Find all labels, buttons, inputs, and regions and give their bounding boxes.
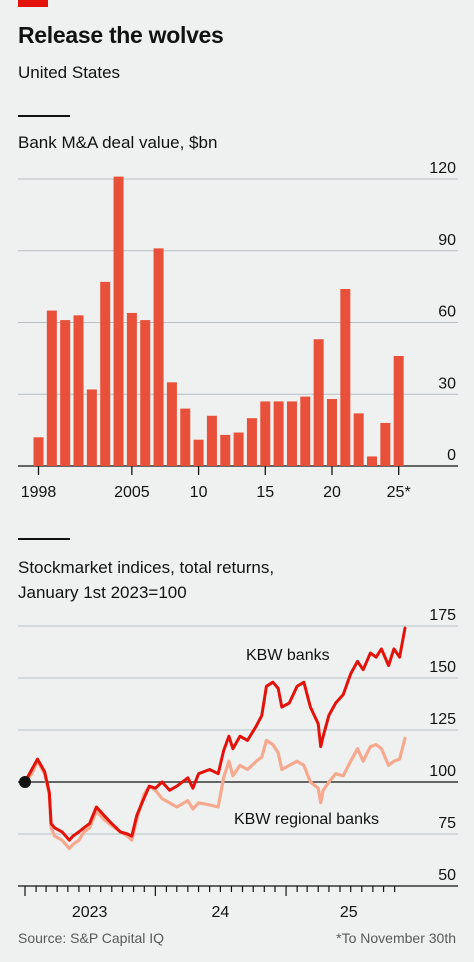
bar (313, 339, 324, 466)
bar (33, 437, 44, 466)
y-tick-label: 150 (429, 659, 456, 676)
bar (206, 415, 217, 466)
series-line-kbw-regional-banks (23, 736, 407, 851)
annotation-kbw-regional-banks: KBW regional banks (234, 811, 379, 828)
bar (260, 401, 271, 466)
y-tick-label: 50 (438, 867, 456, 884)
chart2-title-line1: Stockmarket indices, total returns, (18, 558, 275, 577)
bar (380, 422, 391, 466)
y-tick-label: 100 (429, 763, 456, 780)
y-tick-label: 175 (429, 607, 456, 624)
bar (113, 176, 124, 466)
bar (220, 434, 231, 466)
bar (140, 320, 151, 466)
x-tick-label: 10 (190, 484, 208, 501)
x-tick-label: 2023 (72, 904, 108, 921)
chart2-title-line2: January 1st 2023=100 (18, 583, 187, 602)
line-chart-x-axis: 2023 24 25 (24, 886, 396, 921)
footnote: *To November 30th (336, 930, 456, 946)
bar (193, 439, 204, 466)
bar-chart-bars (33, 176, 404, 466)
start-point-marker (19, 776, 31, 788)
x-tick-label: 15 (256, 484, 274, 501)
bar (340, 289, 351, 466)
y-tick-label: 120 (429, 160, 456, 177)
page-subtitle: United States (18, 63, 121, 82)
y-tick-label: 125 (429, 711, 456, 728)
chart1-title: Bank M&A deal value, $bn (18, 133, 218, 152)
x-tick-label: 25 (340, 904, 358, 921)
x-tick-label: 20 (323, 484, 341, 501)
y-tick-label: 90 (438, 232, 456, 249)
x-tick-label: 2005 (114, 484, 150, 501)
bar (46, 310, 57, 466)
bar (393, 355, 404, 466)
bar (286, 401, 297, 466)
bar (273, 401, 284, 466)
source-note: Source: S&P Capital IQ (18, 930, 165, 946)
bar (166, 382, 177, 466)
series-line-kbw-banks (23, 626, 407, 842)
bar (246, 418, 257, 466)
bar (326, 399, 337, 466)
bar (60, 320, 71, 466)
line-chart-y-labels: 50 75 100 125 150 175 (429, 607, 456, 884)
y-tick-label: 60 (438, 304, 456, 321)
line-chart: 50 75 100 125 150 175 KBW banks KBW regional b… (18, 607, 458, 921)
line-chart-gridlines (18, 625, 458, 887)
bar (126, 312, 137, 466)
bar-chart-y-labels: 0 30 60 90 120 (429, 160, 456, 464)
bar (86, 389, 97, 466)
bar (233, 432, 244, 466)
accent-bar (18, 0, 48, 7)
bar-chart-x-axis: 1998 2005 10 15 20 25* (21, 466, 411, 501)
bar (73, 315, 84, 466)
y-tick-label: 75 (438, 815, 456, 832)
bar (353, 413, 364, 466)
bar (100, 281, 111, 466)
section-rule (18, 115, 70, 117)
bar (367, 456, 377, 466)
line-chart-lines (19, 626, 407, 851)
bar (300, 396, 311, 466)
page-title: Release the wolves (18, 22, 224, 48)
y-tick-label: 30 (438, 375, 456, 392)
line-chart-annotations: KBW banks KBW regional banks (234, 647, 379, 828)
section-rule (18, 538, 70, 540)
bar (180, 408, 191, 466)
bar (153, 248, 164, 466)
bar-chart: 0 30 60 90 120 1998 2005 10 15 20 25* (18, 160, 458, 501)
x-tick-label: 24 (211, 904, 229, 921)
x-tick-label: 25* (387, 484, 411, 501)
x-tick-label: 1998 (21, 484, 57, 501)
annotation-kbw-banks: KBW banks (246, 647, 330, 664)
y-tick-label: 0 (447, 447, 456, 464)
